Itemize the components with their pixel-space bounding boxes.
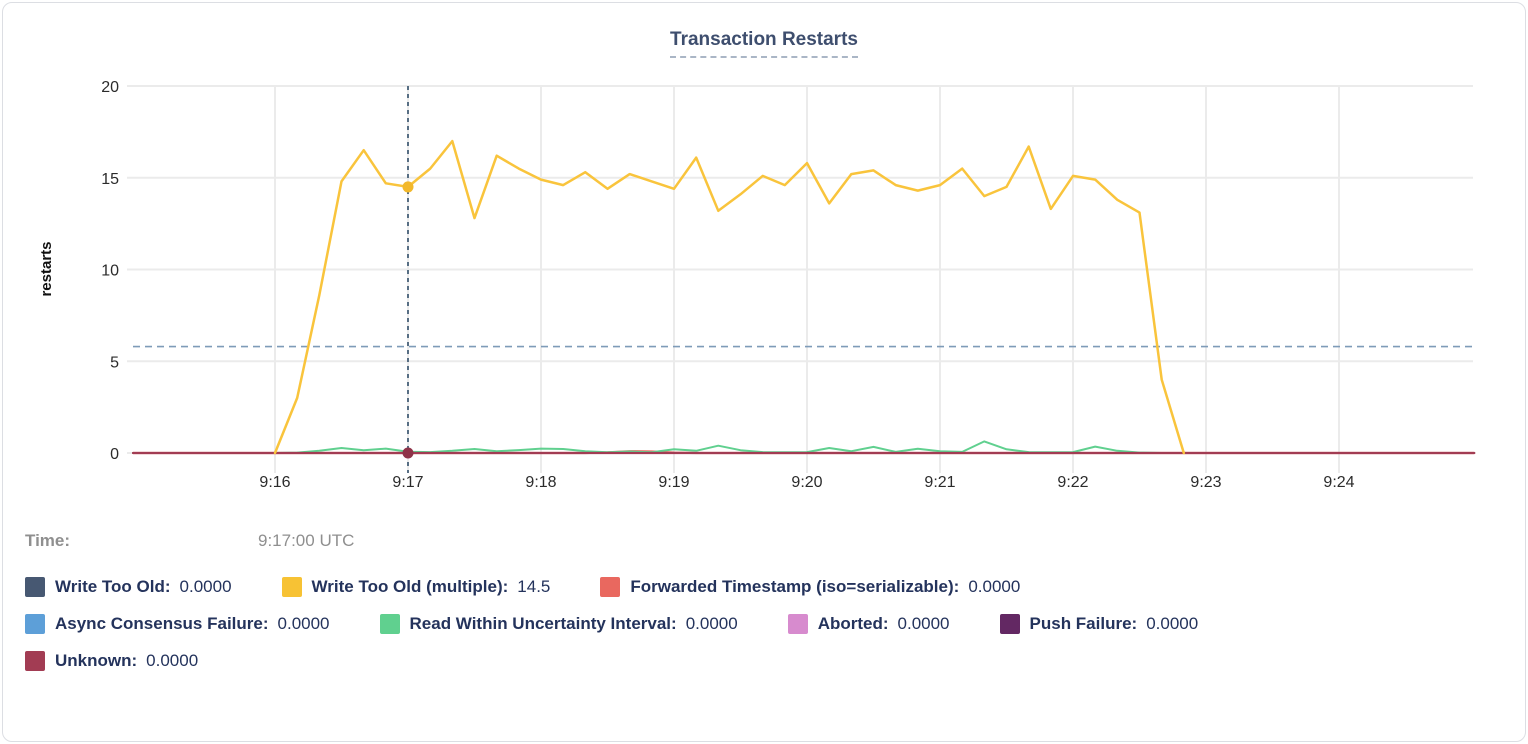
legend-value: 0.0000 [277, 614, 330, 633]
hover-time-label: Time: [25, 531, 71, 550]
y-tick-label: 0 [110, 446, 119, 463]
chart-header: Transaction Restarts [3, 29, 1525, 58]
legend-item-read-within-uncertainty-interval: Read Within Uncertainty Interval: 0.0000 [379, 614, 738, 634]
legend-label: Forwarded Timestamp (iso=serializable): [630, 577, 960, 596]
chart-plot[interactable]: 0 5 10 15 20 9:16 9:17 9:18 9:19 9:20 9:21 9:22 9:23… [3, 3, 1526, 508]
hover-point [402, 447, 414, 459]
legend-item-aborted: Aborted: 0.0000 [787, 614, 950, 634]
y-tick-label: 5 [110, 354, 119, 371]
x-tick-label: 9:21 [924, 474, 955, 491]
hover-point [402, 181, 414, 193]
legend-value: 14.5 [517, 577, 551, 596]
legend-row: Unknown: 0.0000 [25, 651, 1515, 671]
legend-item-async-consensus-failure: Async Consensus Failure: 0.0000 [25, 614, 330, 634]
legend-swatch [999, 614, 1020, 634]
series-line-read-within-uncertainty-interval [132, 440, 1476, 454]
legend-value: 0.0000 [1146, 614, 1199, 633]
legend-label: Write Too Old: [55, 577, 171, 596]
x-tick-label: 9:24 [1323, 474, 1354, 491]
legend-label: Write Too Old (multiple): [311, 577, 509, 596]
legend-label: Aborted: [817, 614, 889, 633]
legend-value: 0.0000 [179, 577, 232, 596]
legend-item-write-too-old: Write Too Old: 0.0000 [25, 577, 232, 597]
legend-swatch [379, 614, 400, 634]
legend-value: 0.0000 [146, 651, 199, 670]
chart-title[interactable]: Transaction Restarts [670, 29, 858, 58]
y-tick-label: 15 [101, 171, 119, 188]
chart-legend: Write Too Old: 0.0000 Write Too Old (multi… [25, 577, 1515, 671]
x-tick-label: 9:19 [658, 474, 689, 491]
hover-time-row: Time: 9:17:00 UTC [25, 531, 1515, 551]
legend-item-unknown: Unknown: 0.0000 [25, 651, 198, 671]
x-tick-label: 9:18 [525, 474, 556, 491]
x-tick-label: 9:20 [791, 474, 822, 491]
legend-item-forwarded-timestamp-iso-serializable: Forwarded Timestamp (iso=serializable): 0… [600, 577, 1020, 597]
legend-value: 0.0000 [685, 614, 738, 633]
transaction-restarts-chart[interactable]: 0 5 10 15 20 9:16 9:17 9:18 9:19 9:20 9:21 9:22 9:23… [3, 3, 1526, 508]
legend-row: Write Too Old: 0.0000 Write Too Old (multi… [25, 577, 1515, 597]
legend-swatch [25, 651, 45, 671]
legend-value: 0.0000 [968, 577, 1021, 596]
y-tick-label: 20 [101, 79, 119, 96]
x-tick-label: 9:16 [259, 474, 290, 491]
y-tick-label: 10 [101, 263, 119, 280]
x-tick-label: 9:22 [1057, 474, 1088, 491]
hover-time-value: 9:17:00 UTC [258, 531, 355, 550]
legend-swatch [25, 614, 45, 634]
legend-swatch [25, 577, 45, 597]
x-tick-label: 9:17 [392, 474, 423, 491]
legend-item-push-failure: Push Failure: 0.0000 [999, 614, 1199, 634]
legend-row: Async Consensus Failure: 0.0000 Read Withi… [25, 614, 1515, 634]
legend-label: Read Within Uncertainty Interval: [409, 614, 677, 633]
legend-swatch [281, 577, 302, 597]
legend-label: Unknown: [55, 651, 138, 670]
series-line-write-too-old-multiple- [273, 139, 1186, 455]
legend-label: Push Failure: [1029, 614, 1138, 633]
legend-value: 0.0000 [897, 614, 950, 633]
x-tick-label: 9:23 [1190, 474, 1221, 491]
legend-item-write-too-old-multiple: Write Too Old (multiple): 14.5 [281, 577, 551, 597]
legend-swatch [600, 577, 621, 597]
y-axis-label: restarts [38, 241, 55, 296]
legend-label: Async Consensus Failure: [55, 614, 269, 633]
legend-swatch [787, 614, 808, 634]
hover-info: Time: 9:17:00 UTC Write Too Old: 0.0000 Wri… [25, 531, 1515, 688]
